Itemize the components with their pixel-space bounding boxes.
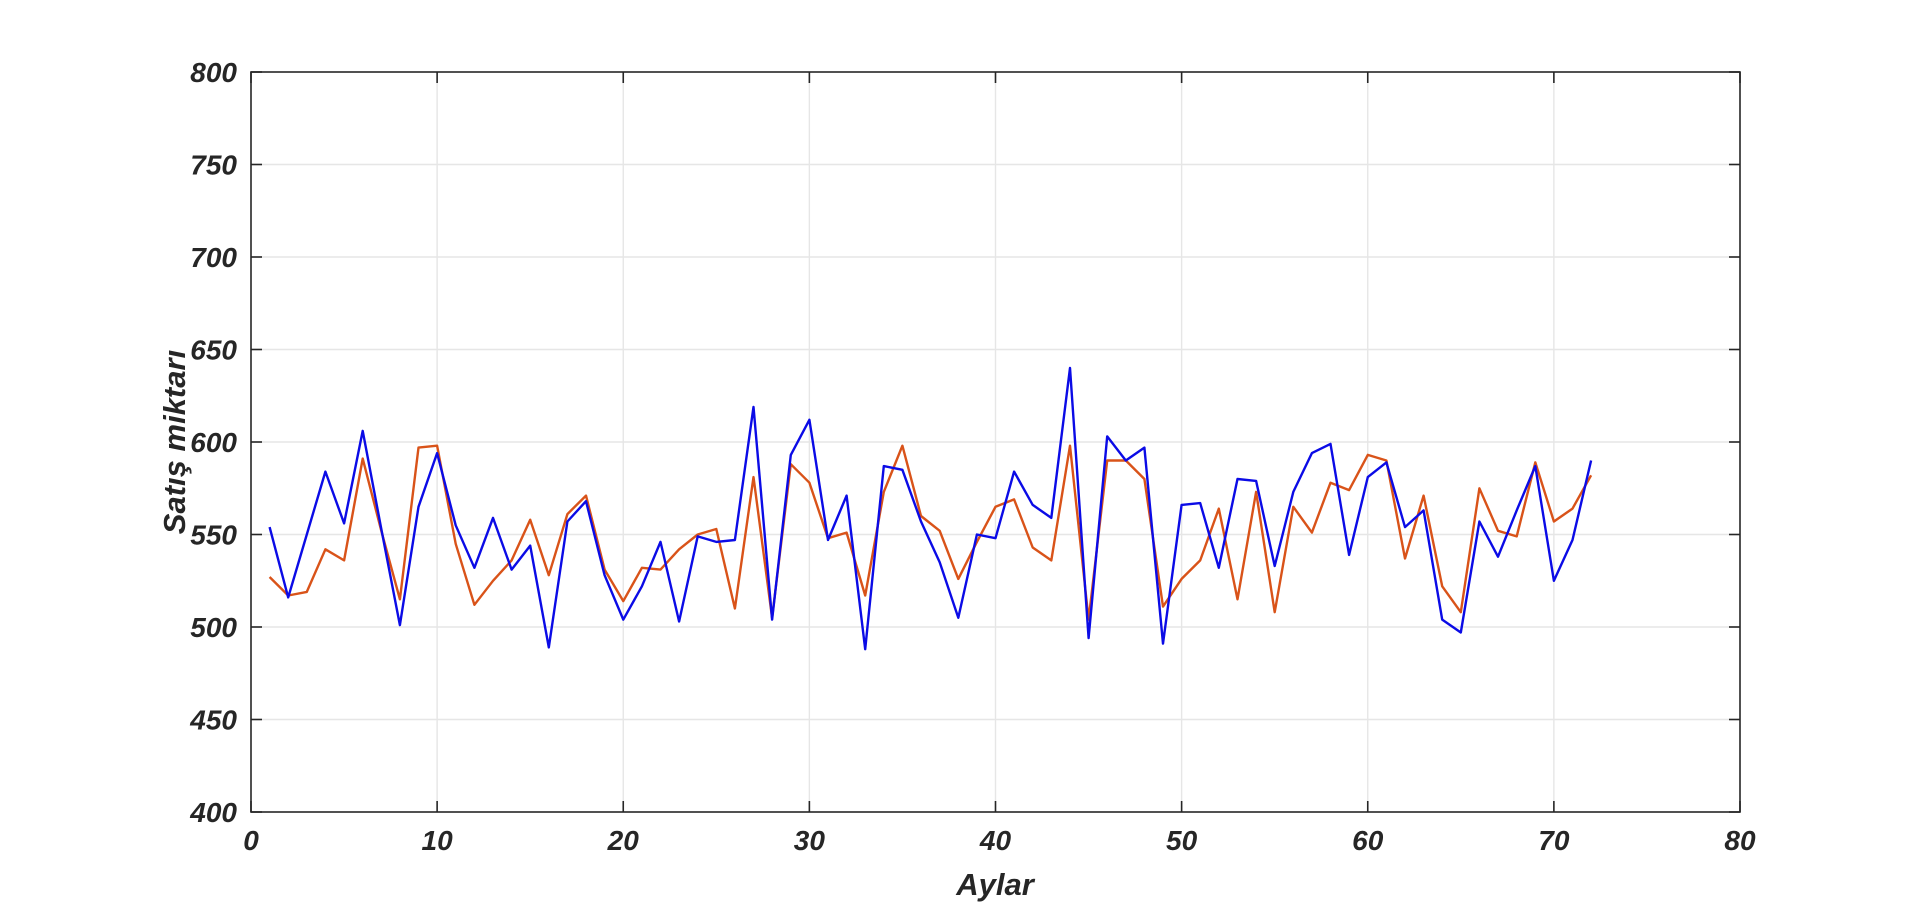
y-tick-label: 450 bbox=[189, 705, 237, 736]
y-tick-label: 400 bbox=[189, 797, 237, 828]
orange-series-line bbox=[268, 444, 1593, 621]
x-tick-label: 50 bbox=[1166, 825, 1198, 856]
x-tick-label: 0 bbox=[243, 825, 259, 856]
x-tick-label: 20 bbox=[607, 825, 640, 856]
y-tick-label: 650 bbox=[190, 335, 237, 366]
x-tick-label: 60 bbox=[1352, 825, 1384, 856]
blue-series-line bbox=[268, 366, 1593, 651]
y-tick-label: 750 bbox=[190, 150, 237, 181]
y-axis-label: Satış miktarı bbox=[157, 350, 192, 534]
x-tick-label: 40 bbox=[979, 825, 1012, 856]
x-tick-label: 80 bbox=[1724, 825, 1756, 856]
tick-labels: 0 10 20 30 40 50 60 70 80 400 450 500 550 600 650 700 75… bbox=[189, 57, 1756, 856]
y-tick-label: 700 bbox=[190, 242, 237, 273]
y-tick-label: 600 bbox=[190, 427, 237, 458]
x-axis-label: Aylar bbox=[955, 867, 1035, 902]
x-tick-label: 10 bbox=[422, 825, 454, 856]
x-tick-label: 30 bbox=[794, 825, 826, 856]
y-tick-label: 800 bbox=[190, 57, 237, 88]
data-series bbox=[268, 366, 1593, 651]
y-tick-label: 500 bbox=[190, 612, 237, 643]
y-tick-label: 550 bbox=[190, 520, 237, 551]
tick-marks bbox=[250, 71, 1741, 813]
x-tick-label: 70 bbox=[1538, 825, 1570, 856]
